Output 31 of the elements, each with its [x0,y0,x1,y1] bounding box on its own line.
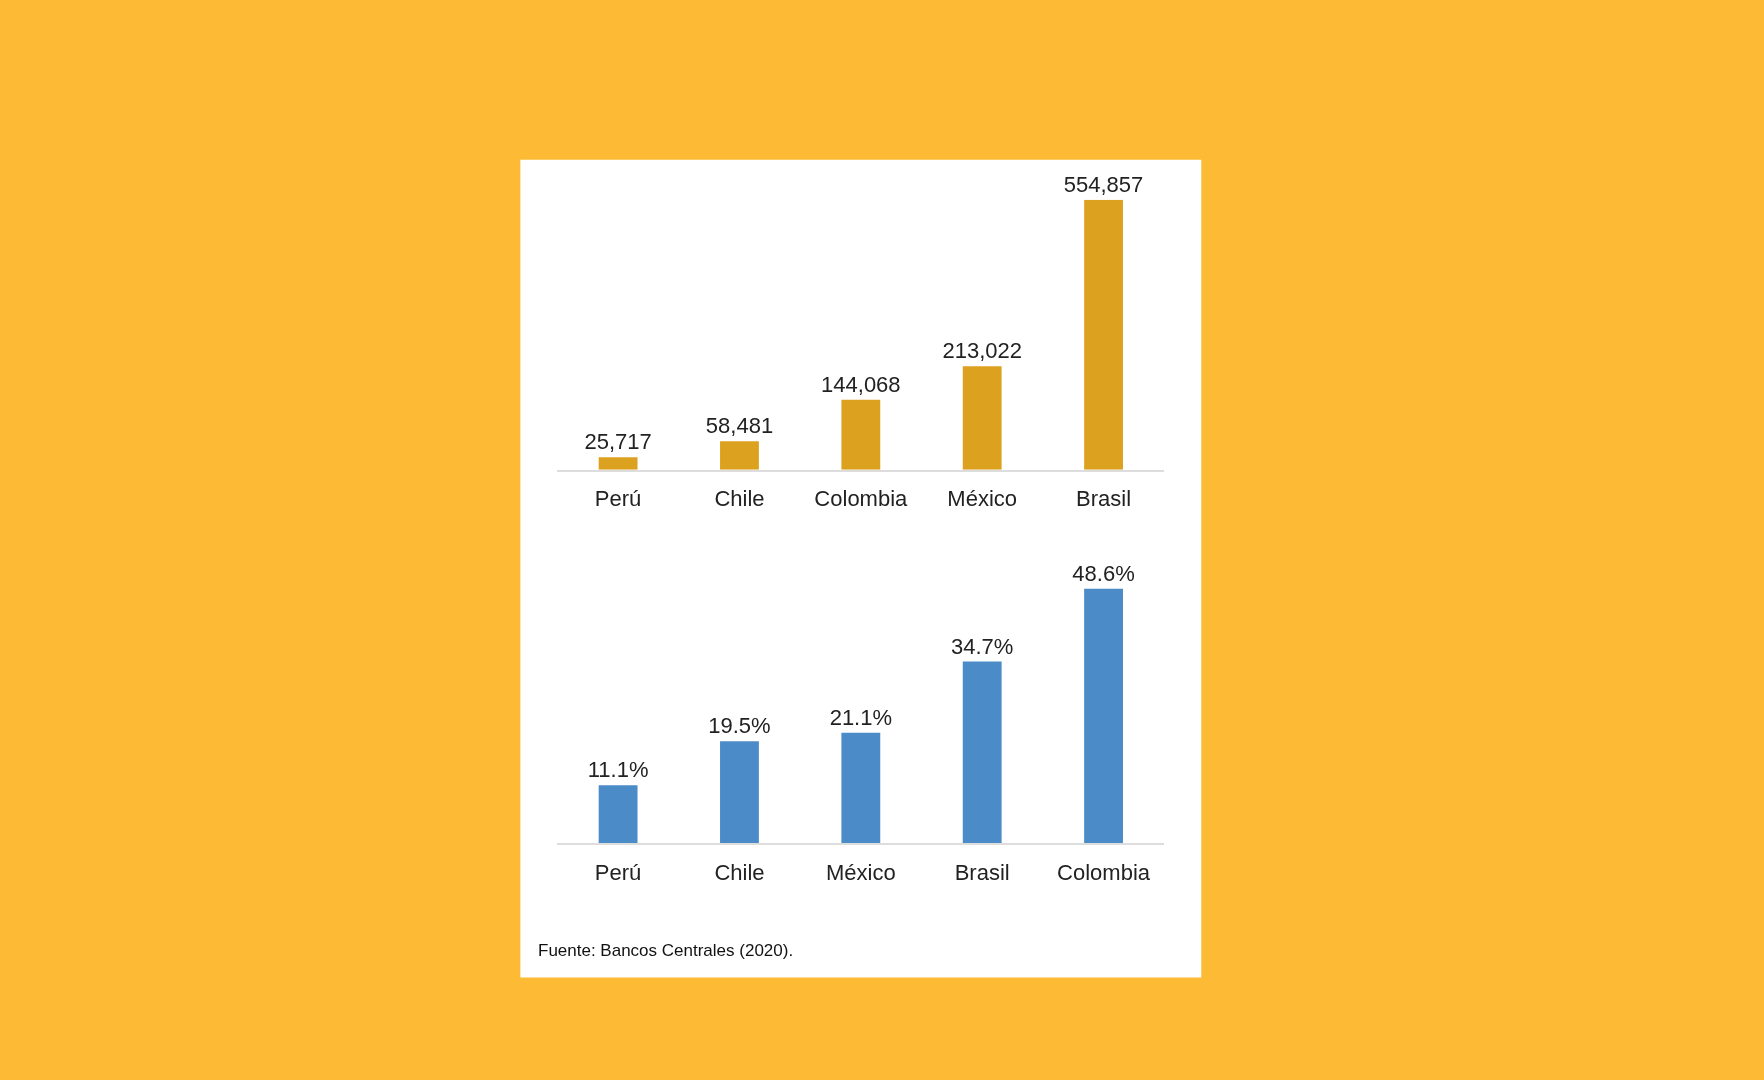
bar [720,441,759,470]
data-label: 25,717 [584,429,652,455]
x-tick-label: Perú [594,859,642,885]
x-tick-label: México [947,485,1018,511]
x-tick-label: Colombia [814,485,909,511]
data-label: 48.6% [1072,560,1135,586]
data-label: 19.5% [708,713,771,739]
bar [962,366,1002,470]
bar [1084,199,1123,470]
bar [841,399,881,470]
bar [841,732,881,844]
x-tick-label: Perú [594,485,642,511]
bar [598,785,638,844]
data-label: 34.7% [951,633,1014,659]
source-note: Fuente: Bancos Centrales (2020). [538,941,794,960]
bar [720,741,759,844]
data-label: 144,068 [821,371,901,397]
bar [1084,588,1123,844]
data-label: 11.1% [587,757,649,783]
bar [598,457,638,470]
data-label: 213,022 [942,338,1022,364]
x-tick-label: Brasil [954,859,1010,885]
x-tick-label: Colombia [1057,859,1151,885]
x-tick-label: Chile [714,485,765,511]
x-tick-label: Brasil [1076,485,1132,511]
x-tick-label: Chile [714,859,765,885]
x-tick-label: México [825,859,896,885]
data-label: 58,481 [705,413,774,439]
data-label: 21.1% [829,704,893,730]
bar [962,661,1002,844]
data-label: 554,857 [1063,171,1144,197]
